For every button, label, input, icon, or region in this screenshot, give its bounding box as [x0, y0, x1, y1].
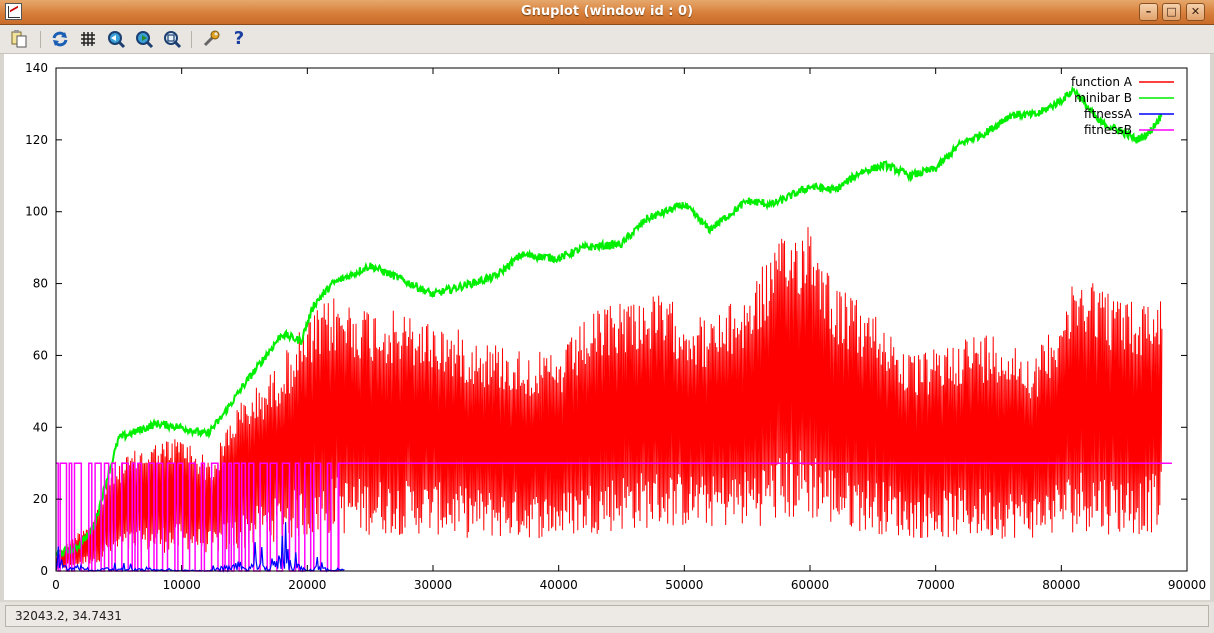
copy-clipboard-icon[interactable]	[9, 29, 29, 49]
x-tick-label: 90000	[1168, 578, 1206, 592]
x-tick-label: 10000	[163, 578, 201, 592]
minimize-button[interactable]: –	[1139, 3, 1158, 21]
toolbar-separator	[40, 31, 41, 48]
y-tick-label: 20	[33, 492, 48, 506]
y-tick-label: 0	[40, 564, 48, 578]
zoom-previous-icon[interactable]	[106, 29, 126, 49]
x-tick-label: 80000	[1042, 578, 1080, 592]
zoom-next-icon[interactable]	[134, 29, 154, 49]
legend-label: fitnessA	[1084, 107, 1133, 121]
plot-frame	[55, 67, 1188, 572]
y-tick-label: 40	[33, 420, 48, 434]
x-tick-label: 20000	[288, 578, 326, 592]
autoscale-icon[interactable]	[162, 29, 182, 49]
series-function-a-line	[55, 227, 1163, 570]
window-title: Gnuplot (window id : 0)	[520, 4, 694, 19]
toolbar-separator	[191, 31, 192, 48]
y-tick-label: 80	[33, 277, 48, 291]
legend-label: fitnessB	[1084, 123, 1132, 137]
grid-icon[interactable]	[78, 29, 98, 49]
x-tick-label: 40000	[540, 578, 578, 592]
x-tick-label: 60000	[791, 578, 829, 592]
title-bar[interactable]: Gnuplot (window id : 0) – □ ✕	[0, 0, 1214, 25]
x-tick-label: 30000	[414, 578, 452, 592]
status-bar: 32043.2, 34.7431	[0, 602, 1214, 633]
y-tick-label: 100	[25, 205, 48, 219]
series-minibar-b-line	[55, 85, 1163, 558]
status-frame: 32043.2, 34.7431	[5, 605, 1209, 627]
y-tick-label: 120	[25, 133, 48, 147]
legend-label: minibar B	[1074, 91, 1132, 105]
x-tick-label: 50000	[665, 578, 703, 592]
configure-icon[interactable]	[201, 29, 221, 49]
y-tick-label: 140	[25, 61, 48, 75]
close-button[interactable]: ✕	[1186, 3, 1205, 21]
legend-label: function A	[1071, 75, 1133, 89]
toolbar: ?	[0, 25, 1214, 54]
help-icon[interactable]: ?	[233, 28, 245, 49]
replot-icon[interactable]	[50, 29, 70, 49]
maximize-button[interactable]: □	[1162, 3, 1181, 21]
plot-area[interactable]: 0 20 40 60 80 100 120 140 0 10000 20000 30000 40000 5…	[4, 54, 1210, 600]
gnuplot-chart: 0 20 40 60 80 100 120 140 0 10000 20000 30000 40000 5…	[25, 61, 1206, 592]
x-tick-label: 70000	[917, 578, 955, 592]
x-tick-label: 0	[52, 578, 60, 592]
y-tick-label: 60	[33, 348, 48, 362]
gnuplot-app-icon	[5, 3, 22, 20]
cursor-coordinates: 32043.2, 34.7431	[15, 609, 122, 623]
